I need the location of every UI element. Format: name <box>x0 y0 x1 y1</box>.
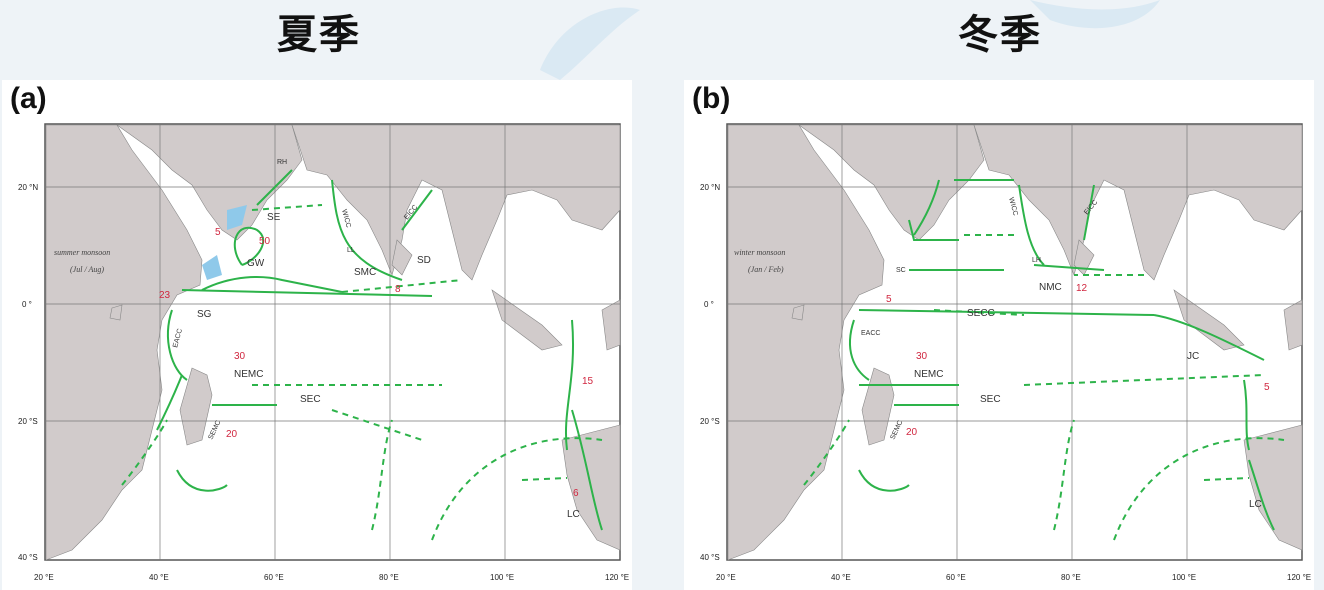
lat-label: 0 ° <box>22 300 32 309</box>
current-label-secc: SECC <box>967 308 995 319</box>
current-label-sec: SEC <box>980 394 1001 405</box>
summer-title: 夏季 <box>277 12 361 58</box>
transport-number: 5 <box>1264 382 1270 393</box>
background-fish-decoration <box>540 0 1160 80</box>
lon-label: 40 °E <box>831 573 851 582</box>
lon-label: 80 °E <box>1061 573 1081 582</box>
transport-number: 8 <box>395 284 401 295</box>
upwelling-patches <box>202 205 247 280</box>
current-label-nmc: NMC <box>1039 282 1062 293</box>
transport-number: 12 <box>1076 283 1088 294</box>
lon-label: 120 °E <box>1287 573 1311 582</box>
winter-map: WICC EICC LH NMC SC SECC EACC NEMC JC SE… <box>700 123 1311 582</box>
current-label-lc: LC <box>567 509 580 520</box>
winter-title: 冬季 <box>958 12 1042 58</box>
lat-label: 0 ° <box>704 300 714 309</box>
lat-label: 20 °S <box>700 417 720 426</box>
lat-label: 20 °S <box>18 417 38 426</box>
lat-label: 40 °S <box>18 553 38 562</box>
current-label-gw: GW <box>247 258 265 269</box>
season-note: winter monsoon <box>734 248 785 257</box>
season-note: summer monsoon <box>54 248 110 257</box>
lon-label: 80 °E <box>379 573 399 582</box>
transport-number: 6 <box>573 488 579 499</box>
panel-label-b: (b) <box>692 82 731 115</box>
lon-label: 20 °E <box>716 573 736 582</box>
current-label-jc: JC <box>1187 351 1199 362</box>
panel-label-a: (a) <box>10 82 47 115</box>
lon-label: 120 °E <box>605 573 629 582</box>
transport-number: 5 <box>215 227 221 238</box>
winter-map-panel: WICC EICC LH NMC SC SECC EACC NEMC JC SE… <box>684 80 1314 590</box>
lon-label: 20 °E <box>34 573 54 582</box>
current-label-nemc: NEMC <box>234 369 263 380</box>
current-label-nemc: NEMC <box>914 369 943 380</box>
lon-label: 60 °E <box>264 573 284 582</box>
summer-map-panel: RH SE GW WICC LL SMC EICC SD SG EACC NEM… <box>2 80 632 590</box>
season-period: (Jul / Aug) <box>70 265 104 274</box>
current-label-se: SE <box>267 212 281 223</box>
lon-label: 40 °E <box>149 573 169 582</box>
land-mass <box>45 124 621 561</box>
transport-number: 20 <box>906 427 918 438</box>
ocean-currents <box>803 179 1285 541</box>
graticule <box>727 124 1302 560</box>
transport-number: 30 <box>916 351 928 362</box>
current-label-ll: LL <box>347 247 355 254</box>
current-label-lc: LC <box>1249 499 1262 510</box>
lon-label: 100 °E <box>1172 573 1196 582</box>
transport-number: 50 <box>259 236 271 247</box>
current-label-eacc: EACC <box>861 330 880 337</box>
current-label-sc: SC <box>896 267 906 274</box>
current-label-wicc: WICC <box>340 209 352 229</box>
current-label-sd: SD <box>417 255 431 266</box>
lat-label: 20 °N <box>18 183 38 192</box>
land-mass <box>727 124 1303 561</box>
ocean-currents <box>121 169 603 541</box>
transport-number: 20 <box>226 429 238 440</box>
transport-number: 15 <box>582 376 594 387</box>
current-label-rh: RH <box>277 159 287 166</box>
current-label-eacc: EACC <box>172 328 184 349</box>
lat-label: 20 °N <box>700 183 720 192</box>
summer-map: RH SE GW WICC LL SMC EICC SD SG EACC NEM… <box>18 123 629 582</box>
lat-label: 40 °S <box>700 553 720 562</box>
current-label-smc: SMC <box>354 267 376 278</box>
transport-number: 30 <box>234 351 246 362</box>
transport-number: 5 <box>886 294 892 305</box>
current-label-sec: SEC <box>300 394 321 405</box>
season-period: (Jan / Feb) <box>748 265 784 274</box>
lon-label: 100 °E <box>490 573 514 582</box>
current-label-lh: LH <box>1032 257 1041 264</box>
current-label-sg: SG <box>197 309 212 320</box>
lon-label: 60 °E <box>946 573 966 582</box>
current-label-wicc: WICC <box>1007 197 1019 217</box>
transport-number: 23 <box>159 290 171 301</box>
